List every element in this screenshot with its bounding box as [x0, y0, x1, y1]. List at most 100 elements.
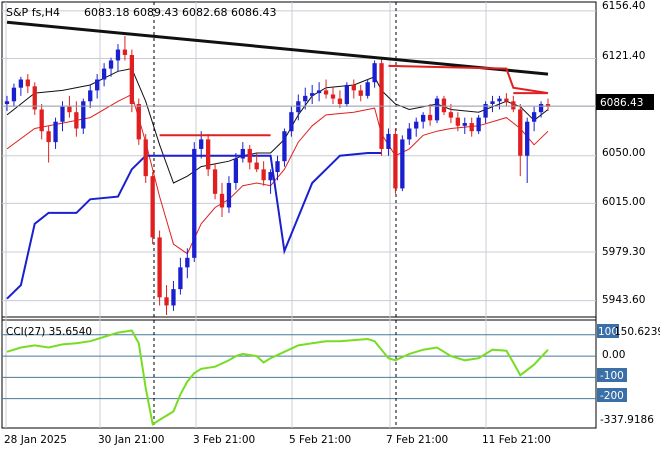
overlay-lines	[6, 20, 549, 137]
candle-27	[192, 142, 197, 262]
candle-body	[407, 128, 412, 140]
cci-max: 150.6239	[614, 326, 660, 338]
candle-4	[32, 82, 37, 115]
candle-body	[531, 112, 537, 122]
candle-18	[129, 49, 134, 113]
candle-body	[344, 84, 350, 105]
candle-body	[303, 95, 308, 102]
candle-16	[115, 44, 121, 72]
candle-body	[337, 98, 343, 105]
time-tick-2: 3 Feb 21:00	[193, 434, 255, 446]
candle-body	[115, 49, 121, 61]
candle-body	[518, 109, 523, 156]
candle-47	[330, 87, 336, 105]
time-tick-3: 5 Feb 21:00	[289, 434, 351, 446]
candle-body	[296, 101, 301, 113]
candle-64	[448, 104, 454, 124]
candle-75	[525, 117, 530, 183]
price-tick-4: 6015.00	[602, 196, 645, 208]
candle-22	[157, 230, 162, 306]
candle-body	[74, 112, 79, 129]
candle-15	[108, 57, 114, 77]
candle-2	[18, 76, 24, 96]
candle-body	[39, 109, 44, 132]
candle-body	[25, 79, 30, 87]
candle-body	[46, 131, 51, 143]
candle-body	[414, 121, 419, 129]
trendline	[6, 20, 549, 76]
candle-52	[365, 79, 370, 99]
candle-body	[185, 257, 190, 268]
cci-100-box	[597, 324, 619, 338]
candle-10	[74, 101, 79, 137]
cci-line-group	[6, 329, 549, 426]
time-axis: 28 Jan 2025 30 Jan 21:00 3 Feb 21:00 5 F…	[4, 434, 551, 446]
candle-body	[462, 123, 467, 126]
candles	[4, 35, 551, 315]
candle-body	[212, 169, 218, 194]
candle-7	[53, 117, 58, 149]
candle-24	[171, 280, 176, 311]
cci-level-minus100: -100	[600, 370, 624, 382]
candle-54	[379, 57, 384, 156]
candle-71	[497, 95, 502, 110]
price-tick-3: 6050.00	[602, 147, 645, 159]
cci-label: CCI(27) 35.6540	[6, 326, 92, 338]
candle-78	[545, 98, 551, 111]
candle-body	[67, 106, 72, 113]
candle-32	[226, 176, 232, 213]
candle-body	[192, 148, 197, 258]
candle-body	[261, 169, 266, 181]
chart-frame	[1, 1, 597, 429]
candle-body	[254, 162, 259, 170]
candle-body	[525, 121, 530, 156]
candle-body	[143, 139, 148, 177]
candle-1	[11, 83, 17, 107]
candle-6	[46, 125, 51, 163]
candle-body	[95, 79, 100, 91]
candle-12	[88, 84, 93, 109]
candle-40	[282, 128, 287, 167]
candle-14	[101, 63, 107, 87]
candle-3	[25, 74, 30, 94]
candle-60	[421, 112, 426, 129]
candle-body	[310, 93, 315, 96]
candle-body	[372, 63, 377, 83]
candle-44	[310, 84, 315, 105]
candle-body	[330, 94, 336, 99]
candle-41	[289, 106, 294, 137]
cci-minus100-box	[597, 368, 627, 382]
candle-body	[316, 90, 322, 94]
candle-0	[4, 95, 10, 111]
candle-body	[282, 131, 287, 162]
candle-69	[483, 101, 488, 124]
candle-body	[393, 133, 398, 189]
ohlc-label: 6083.18 6089.43 6082.68 6086.43	[84, 6, 276, 19]
price-tick-5: 5979.30	[602, 246, 645, 258]
current-price-tag: 6086.43	[600, 97, 643, 109]
candle-body	[164, 297, 169, 306]
indicator-bands	[6, 68, 549, 300]
candle-body	[434, 98, 440, 121]
candle-17	[122, 35, 128, 61]
candle-body	[476, 117, 481, 132]
cci-level-lines	[2, 334, 596, 400]
candle-body	[60, 106, 65, 122]
price-tick-1: 6121.40	[602, 50, 645, 62]
time-tick-5: 11 Feb 21:00	[482, 434, 551, 446]
candle-body	[101, 68, 107, 80]
candle-13	[95, 74, 100, 99]
candle-body	[289, 112, 294, 132]
candle-55	[386, 128, 391, 156]
candle-63	[441, 95, 447, 115]
candle-72	[504, 93, 509, 107]
candle-53	[372, 60, 377, 88]
price-axis: 6156.40 6121.40 6086.43 6050.00 6015.00 …	[596, 0, 654, 306]
candle-body	[171, 289, 176, 306]
candle-58	[407, 123, 412, 145]
cci-axis: 100 150.6239 0.00 -100 -200 -337.9186	[597, 324, 660, 426]
symbol-label: S&P fs,H4	[6, 6, 60, 19]
candle-body	[538, 104, 544, 113]
candle-body	[358, 90, 363, 96]
